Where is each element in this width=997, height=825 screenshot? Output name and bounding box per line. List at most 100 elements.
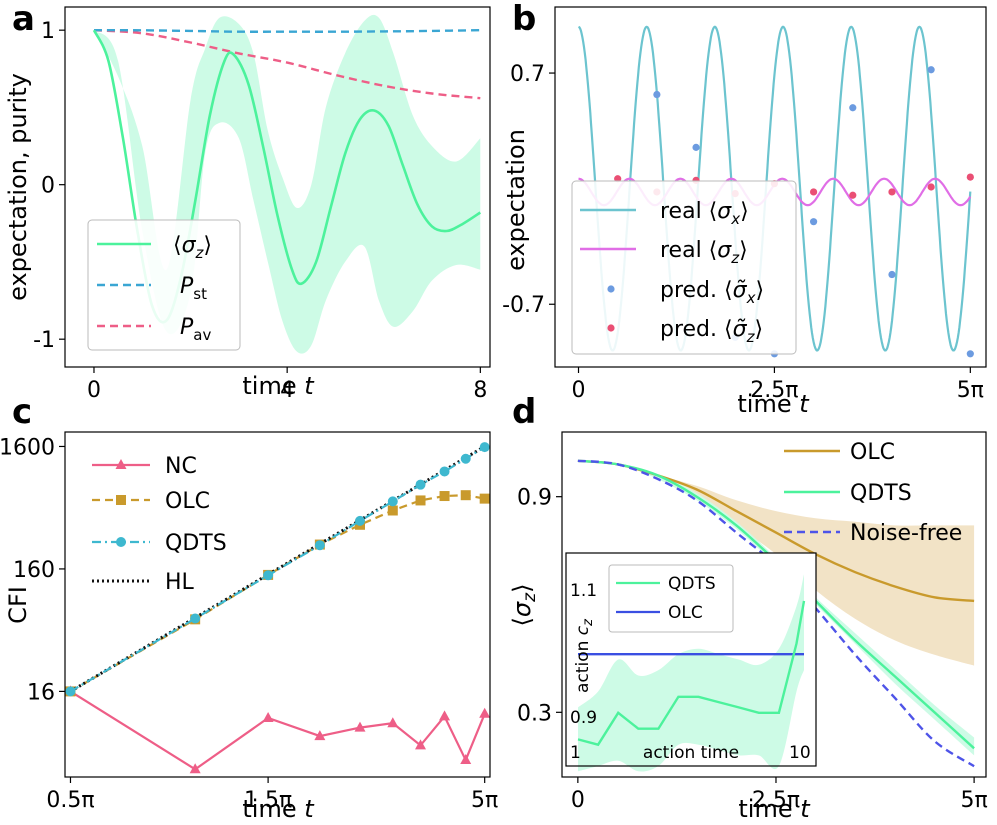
- panel-a: a 0 4 8 1 0 -1 time t expectation, purity ⟨σ…: [4, 0, 491, 403]
- d-xtick-label: 5π: [960, 788, 987, 813]
- pred-sz-point: [927, 183, 935, 191]
- a-ytick-label: 0: [41, 174, 55, 199]
- legend-c-nc-marker: [115, 459, 127, 469]
- qdts-marker: [263, 570, 274, 581]
- nc-marker: [460, 754, 472, 765]
- real-sx-line: [578, 25, 972, 352]
- a-xtick-label: 0: [87, 378, 101, 403]
- olc-band: [577, 460, 975, 666]
- legend-c-qdts: QDTS: [165, 531, 227, 556]
- inset-plot: [577, 574, 806, 772]
- qdts-marker: [439, 466, 450, 477]
- panel-a-frame: [64, 6, 491, 368]
- nc-marker: [479, 707, 491, 718]
- legend-c-nc: NC: [165, 454, 197, 479]
- panel-d-xticks: 0 2.5π 5π: [571, 777, 988, 813]
- legend-b-psx-swatch: [607, 285, 615, 293]
- inset-qdts-line: [577, 600, 806, 747]
- a-xtick-label: 8: [473, 378, 487, 403]
- noise-free-line: [577, 459, 975, 768]
- c-ytick-label: 160: [13, 558, 55, 583]
- legend-d-qdts: QDTS: [850, 481, 912, 506]
- b-ytick-label: 0.7: [510, 62, 545, 87]
- panel-d-ylabel: ⟨σz⟩: [508, 584, 540, 627]
- panel-c-xlabel: time t: [242, 795, 315, 823]
- legend-inset-qdts: QDTS: [668, 574, 716, 594]
- legend-a-pst: Pst: [180, 274, 207, 303]
- olc-marker: [460, 490, 471, 501]
- inset-ylabel: action cz: [573, 618, 596, 693]
- nc-line: [69, 690, 486, 771]
- inset-xtick-10: 10: [789, 743, 811, 763]
- legend-c-hl: HL: [165, 570, 195, 595]
- inset-xlabel: action time: [643, 743, 739, 763]
- legend-a-sz: ⟨σz⟩: [173, 233, 212, 262]
- c-xtick-label: 0.5π: [46, 788, 94, 813]
- qdts-marker: [415, 479, 426, 490]
- qdts-line: [69, 446, 486, 693]
- inset-qdts-band: [578, 574, 804, 772]
- qdts-marker: [65, 686, 76, 697]
- legend-d-olc: OLC: [850, 440, 895, 465]
- qdts-marker: [354, 515, 365, 526]
- pred-sx-point: [966, 350, 974, 358]
- panel-d-legend: OLC QDTS Noise-free: [784, 440, 962, 546]
- panel-c-yticks: 16 160 1600: [0, 435, 65, 705]
- panel-a-ylabel: expectation, purity: [4, 73, 32, 301]
- legend-a-pav: Pav: [180, 315, 211, 344]
- d-xtick-label: 2.5π: [752, 788, 800, 813]
- inset-legend: QDTS OLC: [608, 564, 734, 633]
- legend-c-olc-marker: [116, 495, 126, 505]
- pred-sz-point: [888, 188, 896, 196]
- nc-marker: [387, 717, 399, 728]
- panel-c-xticks: 0.5π 1.5π 5π: [46, 777, 498, 813]
- b-xtick-label: 2.5π: [750, 378, 798, 403]
- pred-sx-point: [888, 270, 896, 279]
- panel-c: c 0.5π 1.5π 5π 16 160 1600 time t CFI NC OLC…: [0, 392, 498, 823]
- c-xtick-label: 5π: [471, 788, 498, 813]
- c-ytick-label: 16: [27, 680, 55, 705]
- inset-ytick-1-1: 1.1: [570, 581, 597, 601]
- a-xtick-label: 4: [280, 378, 294, 403]
- d-ytick-label: 0.3: [517, 701, 552, 726]
- nc-marker: [439, 710, 451, 721]
- panel-c-frame: [64, 431, 491, 778]
- qdts-marker: [314, 540, 325, 551]
- pav-line: [93, 29, 481, 100]
- legend-b-psz: pred. ⟨σ̃z⟩: [660, 317, 763, 346]
- a-ytick-label: 1: [41, 19, 55, 44]
- nc-marker: [262, 712, 274, 723]
- legend-b-psz-swatch: [607, 324, 615, 332]
- qdts-marker: [460, 453, 471, 464]
- olc-marker: [479, 493, 490, 504]
- olc-marker: [415, 495, 426, 506]
- inset-frame: [565, 552, 817, 767]
- c-ytick-label: 1600: [0, 435, 55, 460]
- panel-a-yticks: 1 0 -1: [33, 19, 65, 353]
- panel-a-xticks: 0 4 8: [87, 367, 487, 403]
- qdts-marker: [479, 442, 490, 453]
- panel-d-xlabel: time t: [738, 795, 811, 823]
- panel-c-label: c: [12, 392, 32, 432]
- panel-b: b 0 2.5π 5π 0.7 -0.7 time t expectation rea…: [502, 0, 987, 418]
- nc-marker: [354, 721, 366, 732]
- nc-marker: [415, 739, 427, 750]
- panel-d-yticks: 0.9 0.3: [517, 486, 562, 726]
- pred-sx-point: [849, 104, 857, 112]
- nc-marker: [314, 730, 326, 741]
- b-xtick-label: 5π: [957, 378, 984, 403]
- d-xtick-label: 0: [571, 788, 585, 813]
- legend-c-qdts-marker: [116, 537, 126, 547]
- legend-c-olc: OLC: [165, 489, 210, 514]
- panel-b-xticks: 0 2.5π 5π: [572, 367, 984, 403]
- legend-d-nf: Noise-free: [850, 521, 962, 546]
- pred-sx-point: [653, 90, 661, 99]
- panel-a-legend: ⟨σz⟩ Pst Pav: [87, 219, 241, 351]
- panel-c-plot: [64, 442, 491, 774]
- pred-sx-point: [810, 218, 818, 226]
- qdts-marker: [387, 496, 398, 507]
- qdts-marker: [190, 613, 201, 624]
- panel-b-ylabel: expectation: [502, 129, 530, 271]
- panel-b-frame: [554, 6, 987, 368]
